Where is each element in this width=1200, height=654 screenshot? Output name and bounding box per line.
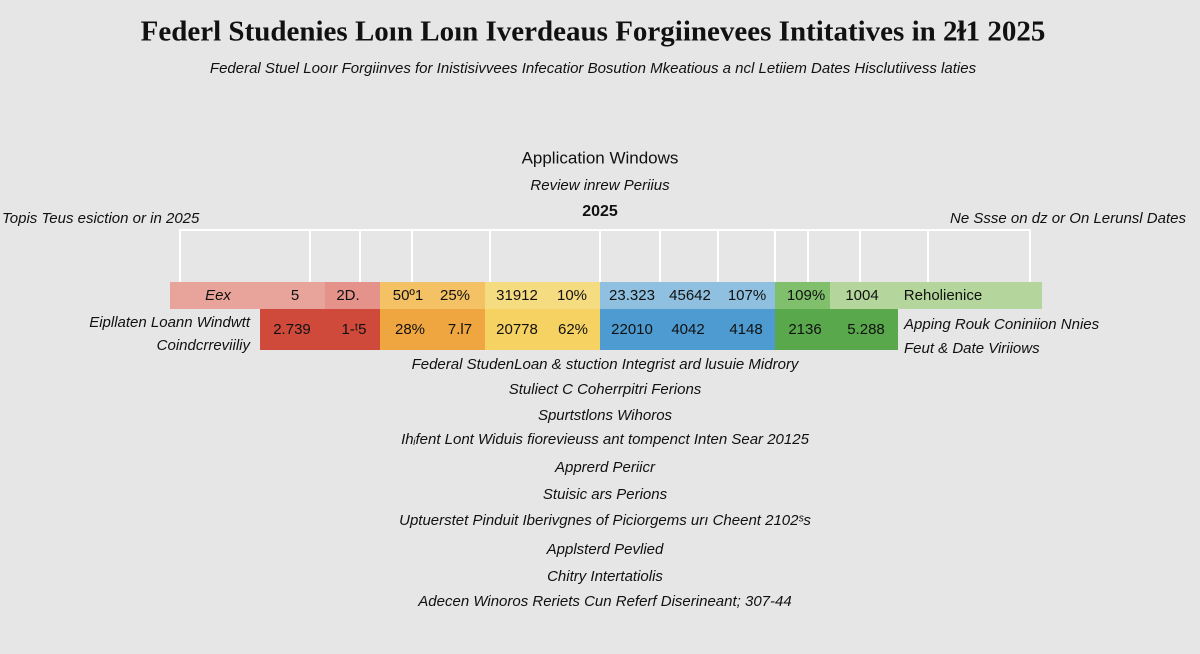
cell: 10% — [557, 287, 587, 304]
segment — [170, 282, 325, 309]
segment — [600, 309, 775, 350]
cell: 31912 — [496, 287, 538, 304]
heading: Application Windows — [522, 148, 679, 167]
cell: 50º1 — [393, 287, 424, 304]
segment — [485, 309, 600, 350]
cell: 4042 — [671, 321, 704, 338]
notes: Federal StudenLoan & stuction Integrist … — [399, 356, 811, 610]
cell: 23.323 — [609, 287, 655, 304]
cell: 45642 — [669, 287, 711, 304]
segment — [775, 309, 898, 350]
note: Federal StudenLoan & stuction Integrist … — [412, 356, 800, 373]
title: Federl Studenies Loın Loın Iverdeaus For… — [141, 16, 1046, 48]
connector — [179, 229, 1031, 282]
row2-left-label: Eipllaten Loann Windwtt — [89, 314, 251, 331]
cell: 20778 — [496, 321, 538, 338]
cell: Reholienice — [904, 287, 982, 304]
right-label: Ne Sssе on dz or On Lerunsl Dates — [950, 210, 1186, 227]
cell: 5 — [291, 287, 299, 304]
subtitle: Federal Stuel Looır Forgiinves for Inist… — [210, 60, 977, 77]
cell: 7.l7 — [448, 321, 472, 338]
cell: 5.288 — [847, 321, 885, 338]
cell: 62% — [558, 321, 588, 338]
segment — [485, 282, 600, 309]
row2-right-label: Apping Rouk Coniniion Nnies — [903, 316, 1100, 333]
segment — [600, 282, 775, 309]
subheading: Review inrew Periius — [530, 177, 670, 194]
cell: 28% — [395, 321, 425, 338]
year: 2025 — [582, 203, 618, 220]
row2-left-label: Coindcrreviiliy — [157, 337, 252, 354]
segment — [260, 309, 380, 350]
cell: 22010 — [611, 321, 653, 338]
segment — [380, 309, 485, 350]
cell: 1-ᵗ5 — [342, 321, 367, 338]
cell: 2.739 — [273, 321, 311, 338]
cell: 2D. — [336, 287, 359, 304]
note: Stuliect C Coherrpitri Ferions — [509, 381, 702, 398]
cell: 4148 — [729, 321, 762, 338]
cell: 25% — [440, 287, 470, 304]
note: Stuisic ars Perions — [543, 486, 668, 503]
note: Ihᵢfent Lont Widuis fiorevieuss ant tomp… — [401, 431, 809, 448]
connectors — [179, 229, 1031, 282]
note: Chitry Intertatiolis — [547, 568, 663, 585]
cell: 107% — [728, 287, 766, 304]
note: Adecen Winoros Reriets Cun Referf Diseri… — [417, 593, 791, 610]
row2-right-label: Feut & Date Viriiows — [904, 340, 1040, 357]
cell: 2136 — [788, 321, 821, 338]
note: Apprerd Periicr — [554, 459, 656, 476]
timeline-bars — [170, 282, 1042, 350]
timeline-cells: Eex 5 2D. 50º1 25% 31912 10% 23.323 45642 107% 109… — [205, 287, 982, 338]
left-label: Topis Teus esiction or in 2025 — [2, 210, 200, 227]
cell: Eex — [205, 287, 231, 304]
cell: 1004 — [845, 287, 878, 304]
segment — [775, 282, 830, 309]
note: Uptuerstet Pinduit Iberivgnes of Piciorg… — [399, 512, 811, 529]
segment — [380, 282, 485, 309]
note: Applsterd Pevlied — [546, 541, 664, 558]
segment — [830, 282, 1042, 309]
segment — [325, 282, 380, 309]
note: Spurtstlons Wihoros — [538, 407, 673, 424]
cell: 109% — [787, 287, 825, 304]
